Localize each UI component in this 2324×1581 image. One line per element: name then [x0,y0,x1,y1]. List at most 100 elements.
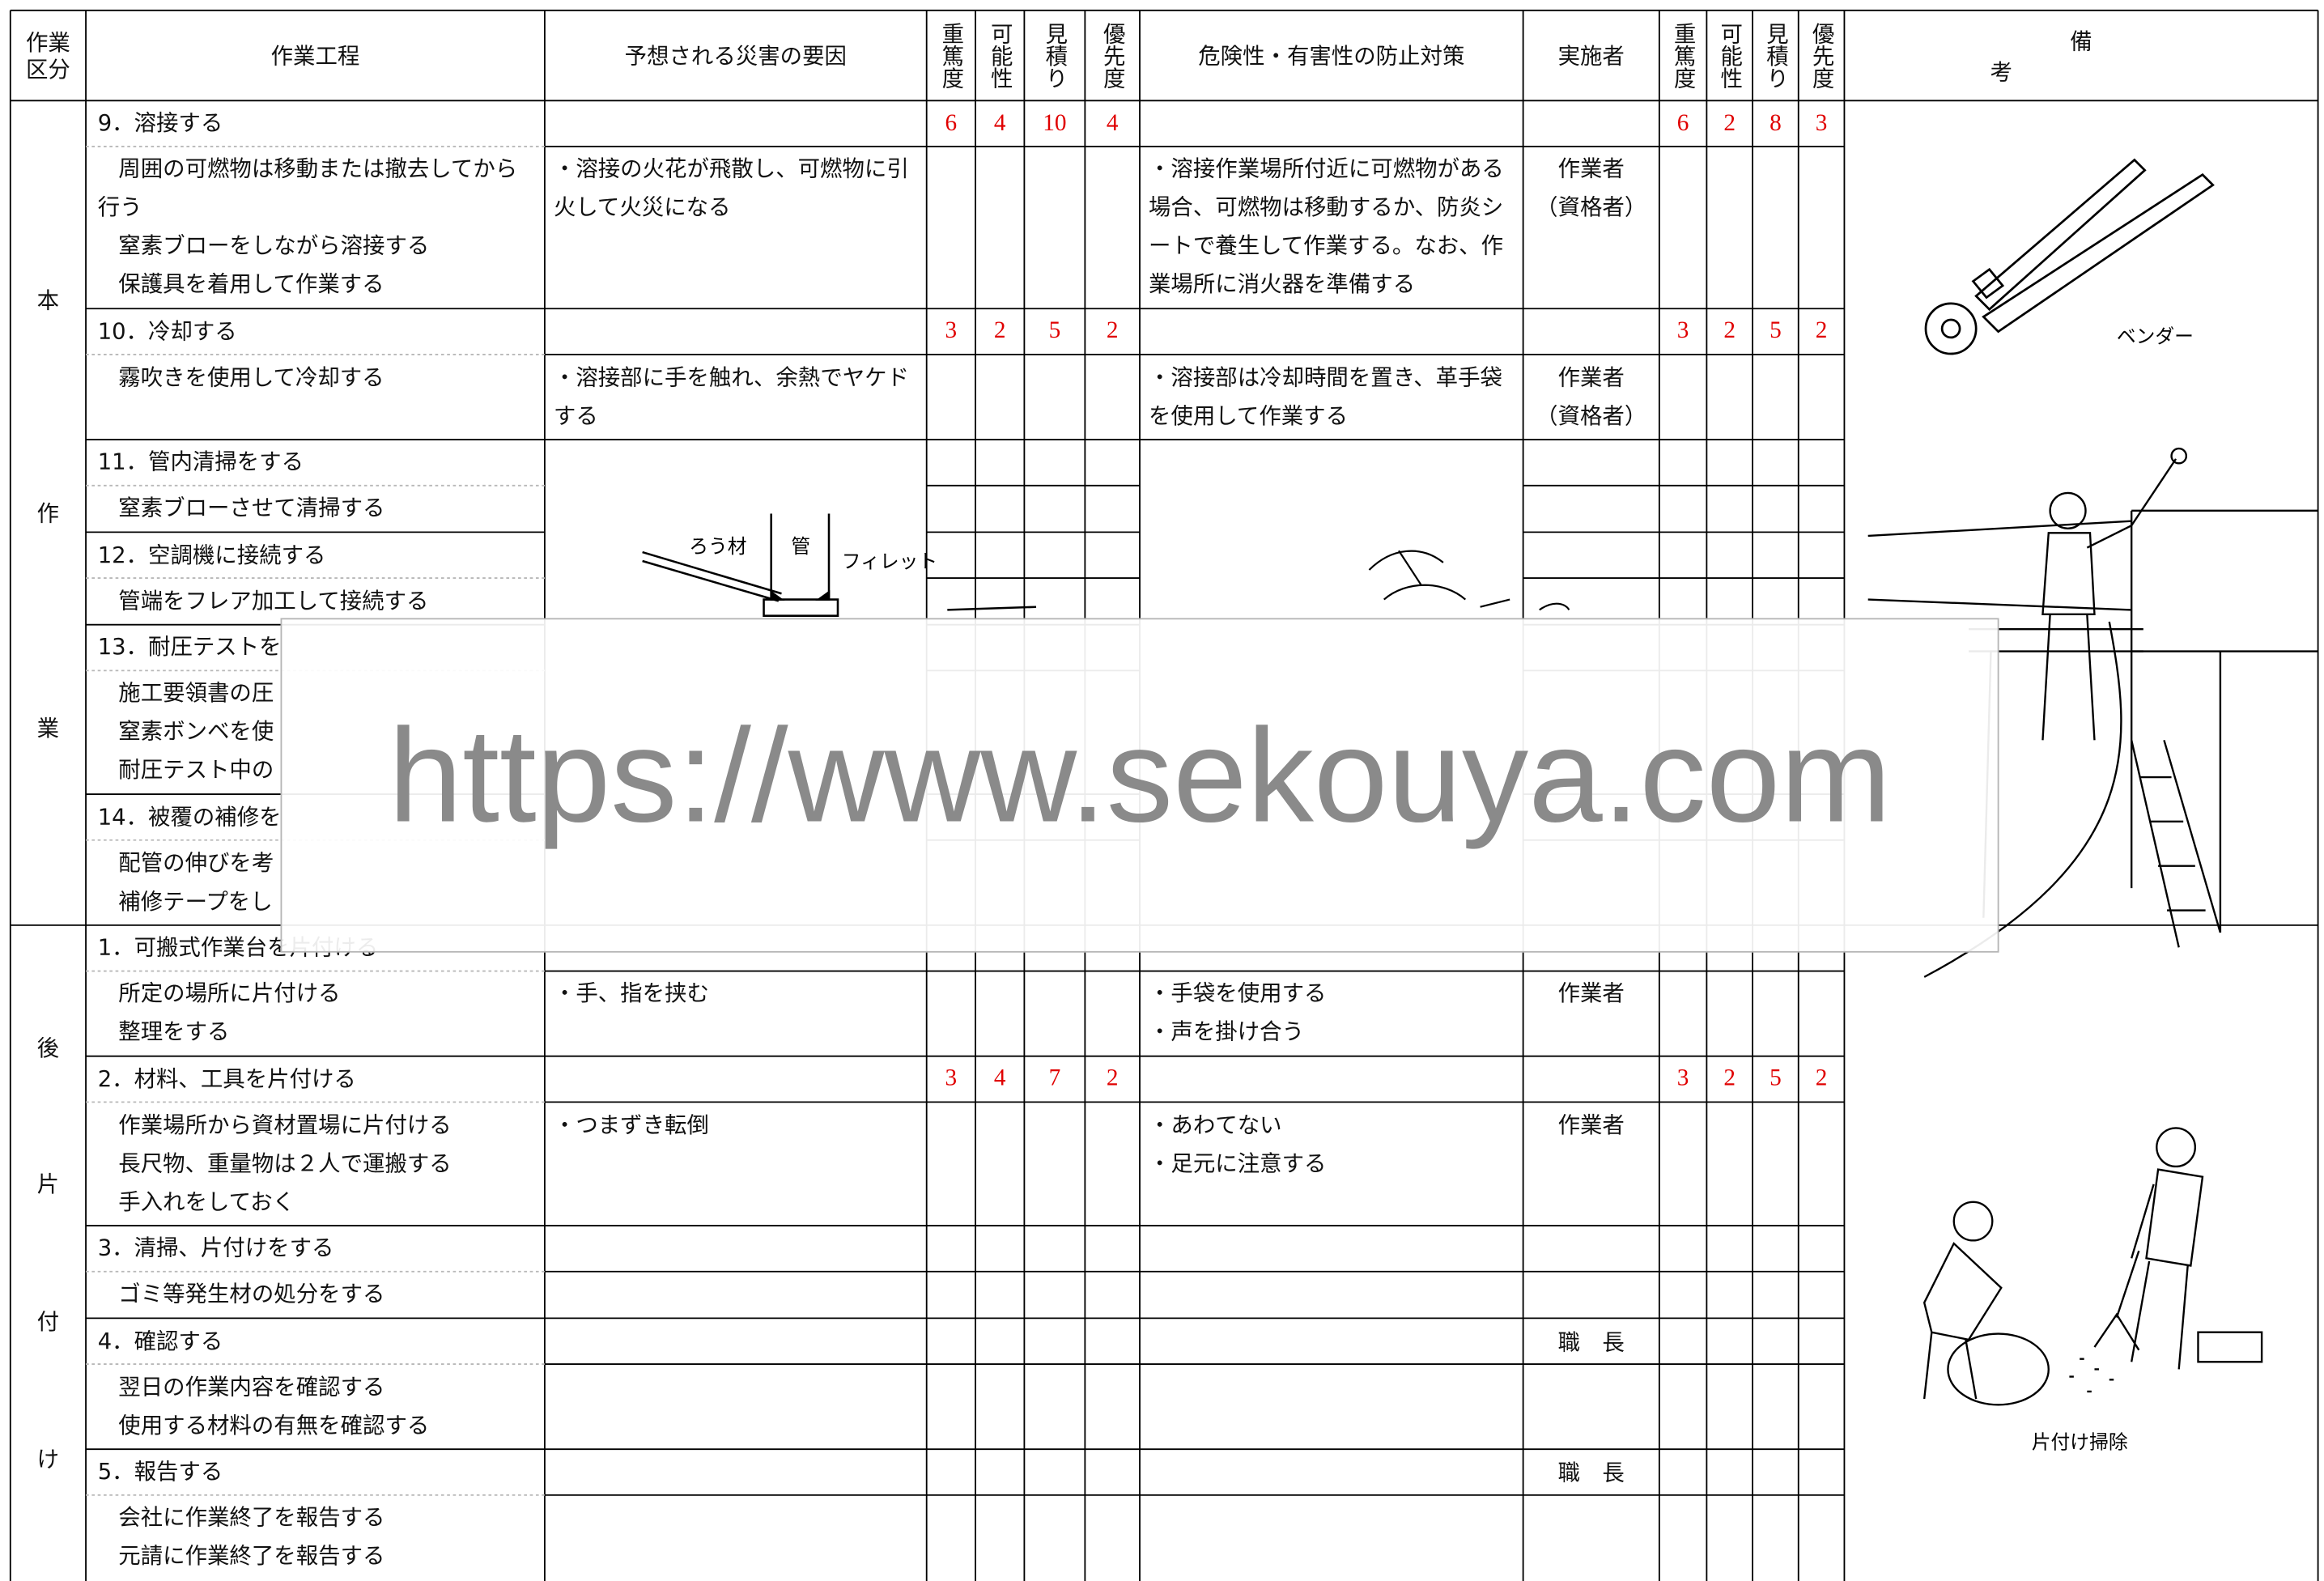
step-title: 5．報告する [97,1458,223,1485]
task-list: 配管の伸びを考 補修テープをし [86,843,545,920]
header-score: 可能性 [975,11,1024,101]
actor: 作業者 [1523,1105,1659,1144]
header-score-text: 優先度 [1809,22,1837,89]
actor-line: （資格者） [1536,402,1647,429]
step-title: 9．溶接する [97,109,223,137]
header-score-text: 優先度 [1100,22,1128,89]
actor: 作業者 （資格者） [1523,358,1659,435]
header-score-text: 可能性 [1717,22,1744,89]
task: 保護具を着用して作業する [118,270,385,298]
header-measure: 危険性・有害性の防止対策 [1198,43,1465,70]
worker-illustration [1867,447,2318,978]
measure: ・溶接作業場所付近に可燃物がある場合、可燃物は移動するか、防炎シートで養生して作… [1148,155,1504,298]
score: 2 [993,318,1006,344]
task-list: 霧吹きを使用して冷却する [86,358,545,397]
score-after: 2 [1815,1065,1828,1091]
header-score-text: 可能性 [988,22,1015,89]
header-remarks: 備考 [1990,27,2253,86]
task-list: 施工要領書の圧 窒素ボンベを使 耐圧テスト中の [86,674,545,789]
score-after: 8 [1770,110,1782,136]
task-list: 作業場所から資材置場に片付ける 長尺物、重量物は２人で運搬する 手入れをしておく [86,1105,545,1221]
score-after: 5 [1770,1065,1782,1091]
section-label-char: 本 [36,286,60,313]
step-title: 2．材料、工具を片付ける [97,1065,356,1092]
task: 窒素ブローをしながら溶接する [118,232,430,260]
header-score: 見積り [1024,11,1085,101]
score-after: 2 [1723,318,1736,344]
score: 6 [945,110,958,136]
cleanup-illustration [1923,1127,2263,1406]
cleanup-label: 片付け掃除 [2032,1430,2128,1453]
header-score-text: 重篤度 [939,22,966,89]
step-title: 14．被覆の補修を [97,803,282,830]
task: 整理をする [118,1018,230,1045]
measure: ・溶接部は冷却時間を置き、革手袋を使用して作業する [1148,363,1502,429]
cause: ・つまずき転倒 [553,1111,709,1138]
header-score-text: 見積り [1763,22,1791,89]
task: 配管の伸びを考 [118,848,274,876]
section-label: 後片付け [11,925,86,1580]
measure-list: ・あわてない・足元に注意する [1140,1105,1523,1182]
score: 2 [1106,318,1119,344]
header-actor: 実施者 [1557,43,1625,70]
cause: ・溶接部に手を触れ、余熱でヤケドする [553,363,910,429]
actor-line: 作業者 [1557,155,1625,182]
score: 7 [1048,1065,1061,1091]
actor: 作業者 （資格者） [1523,150,1659,227]
score-after: 3 [1676,318,1689,344]
step-title: 3．清掃、片付けをする [97,1235,334,1261]
measure: ・足元に注意する [1148,1149,1327,1176]
section-label: 本作業 [11,100,86,925]
cause-list: ・溶接部に手を触れ、余熱でヤケドする [545,358,927,435]
task: ゴミ等発生材の処分をする [118,1280,385,1307]
measure-list: ・溶接部は冷却時間を置き、革手袋を使用して作業する [1140,358,1523,435]
task: 施工要領書の圧 [118,679,274,707]
task-list: 翌日の作業内容を確認する 使用する材料の有無を確認する [86,1367,545,1444]
task-list: 管端をフレア加工して接続する [86,581,545,620]
header-process: 作業工程 [270,43,360,70]
task: 元請に作業終了を報告する [118,1542,385,1570]
measure: ・手袋を使用する [1148,980,1327,1007]
task: 所定の場所に片付ける [118,980,341,1007]
cause-list: ・つまずき転倒 [545,1105,927,1144]
task: 窒素ボンベを使 [118,717,274,745]
step-title: 13．耐圧テストを [97,633,282,661]
section-label-char: 後 [36,1034,60,1061]
cause: ・手、指を挟む [553,980,709,1007]
actor-line: 作業者 [1557,1111,1625,1138]
measure-list: ・手袋を使用する ・声を掛け合う [1140,974,1523,1051]
header-score-text: 見積り [1043,22,1069,89]
header-score-text: 重篤度 [1671,22,1698,89]
task-list: 周囲の可燃物は移動または撤去してから行う 窒素ブローをしながら溶接する 保護具を着用… [86,150,545,304]
header-score: 優先度 [1085,11,1140,101]
measure: ・あわてない [1148,1111,1282,1138]
task: 管端をフレア加工して接続する [118,587,429,614]
section-label-char: け [36,1446,60,1473]
score: 4 [993,1065,1006,1091]
score: 3 [945,1065,958,1091]
score: 4 [1106,110,1119,136]
score-after: 6 [1676,110,1689,136]
task: 翌日の作業内容を確認する [118,1373,385,1400]
score-after: 5 [1770,318,1782,344]
measure: ・声を掛け合う [1148,1018,1305,1045]
step-title: 10．冷却する [97,317,237,345]
measure-list: ・溶接作業場所付近に可燃物がある場合、可燃物は移動するか、防炎シートで養生して作… [1140,150,1523,304]
supervisor: 職 長 [1557,1459,1625,1486]
section-label-char: 業 [36,714,60,742]
brazing-diagram [642,513,1037,617]
hands-sketch [1368,550,1570,611]
section-label-char: 片 [36,1171,60,1199]
actor: 作業者 [1523,974,1659,1013]
task: 手入れをしておく [118,1188,295,1215]
score-after: 2 [1723,1065,1736,1091]
supervisor: 職 長 [1557,1328,1625,1356]
score: 3 [945,318,958,344]
actor-line: （資格者） [1536,193,1647,221]
score-after: 3 [1676,1065,1689,1091]
watermark: https://www.sekouya.com [389,700,1892,849]
cause: ・溶接の火花が飛散し、可燃物に引火して火災になる [553,155,909,221]
bender-label: ベンダー [2117,325,2194,347]
